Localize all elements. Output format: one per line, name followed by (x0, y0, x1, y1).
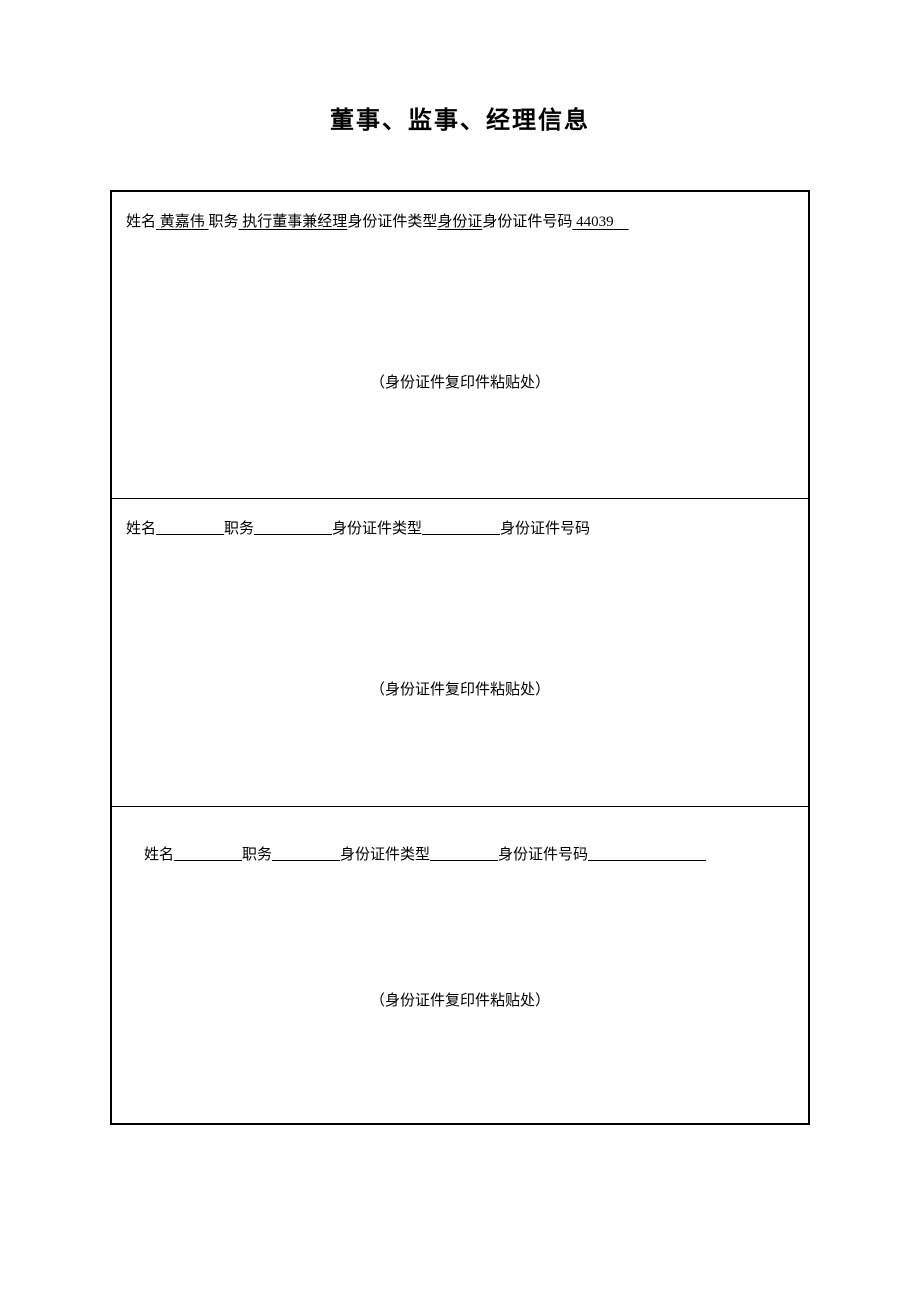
name-label: 姓名 (144, 847, 174, 863)
paste-area-label-1: （身份证件复印件粘贴处） (112, 371, 808, 392)
id-number-label: 身份证件号码 (498, 847, 588, 863)
position-label: 职务 (224, 521, 254, 537)
id-number-label: 身份证件号码 (500, 521, 590, 537)
entry-section-1: 姓名 黄嘉伟 职务 执行董事兼经理身份证件类型身份证身份证件号码 44039 （… (112, 192, 808, 499)
name-label: 姓名 (126, 214, 156, 230)
id-number-blank-3 (588, 846, 706, 861)
document-page: 董事、监事、经理信息 姓名 黄嘉伟 职务 执行董事兼经理身份证件类型身份证身份证… (0, 0, 920, 1125)
info-table: 姓名 黄嘉伟 职务 执行董事兼经理身份证件类型身份证身份证件号码 44039 （… (110, 190, 810, 1125)
page-title: 董事、监事、经理信息 (110, 100, 810, 135)
name-blank-3 (174, 846, 242, 861)
id-type-label: 身份证件类型 (332, 521, 422, 537)
position-value-1: 执行董事兼经理 (239, 214, 348, 230)
position-label: 职务 (242, 847, 272, 863)
position-label: 职务 (209, 214, 239, 230)
id-type-blank-2 (422, 520, 500, 535)
entry-header-2: 姓名 职务 身份证件类型 身份证件号码 (112, 499, 808, 538)
position-blank-3 (272, 846, 340, 861)
paste-area-label-2: （身份证件复印件粘贴处） (112, 678, 808, 699)
entry-section-3: 姓名 职务 身份证件类型 身份证件号码 （身份证件复印件粘贴处） (112, 807, 808, 1123)
id-number-label: 身份证件号码 (482, 214, 572, 230)
id-number-value-1: 44039 (572, 214, 628, 230)
entry-header-3: 姓名 职务 身份证件类型 身份证件号码 (112, 807, 808, 864)
entry-header-1: 姓名 黄嘉伟 职务 执行董事兼经理身份证件类型身份证身份证件号码 44039 (112, 192, 808, 231)
paste-area-label-3: （身份证件复印件粘贴处） (112, 989, 808, 1010)
id-type-label: 身份证件类型 (340, 847, 430, 863)
name-blank-2 (156, 520, 224, 535)
id-type-blank-3 (430, 846, 498, 861)
id-type-value-1: 身份证 (437, 214, 482, 230)
name-label: 姓名 (126, 521, 156, 537)
id-type-label: 身份证件类型 (347, 214, 437, 230)
position-blank-2 (254, 520, 332, 535)
entry-section-2: 姓名 职务 身份证件类型 身份证件号码 （身份证件复印件粘贴处） (112, 499, 808, 807)
name-value-1: 黄嘉伟 (156, 214, 209, 230)
